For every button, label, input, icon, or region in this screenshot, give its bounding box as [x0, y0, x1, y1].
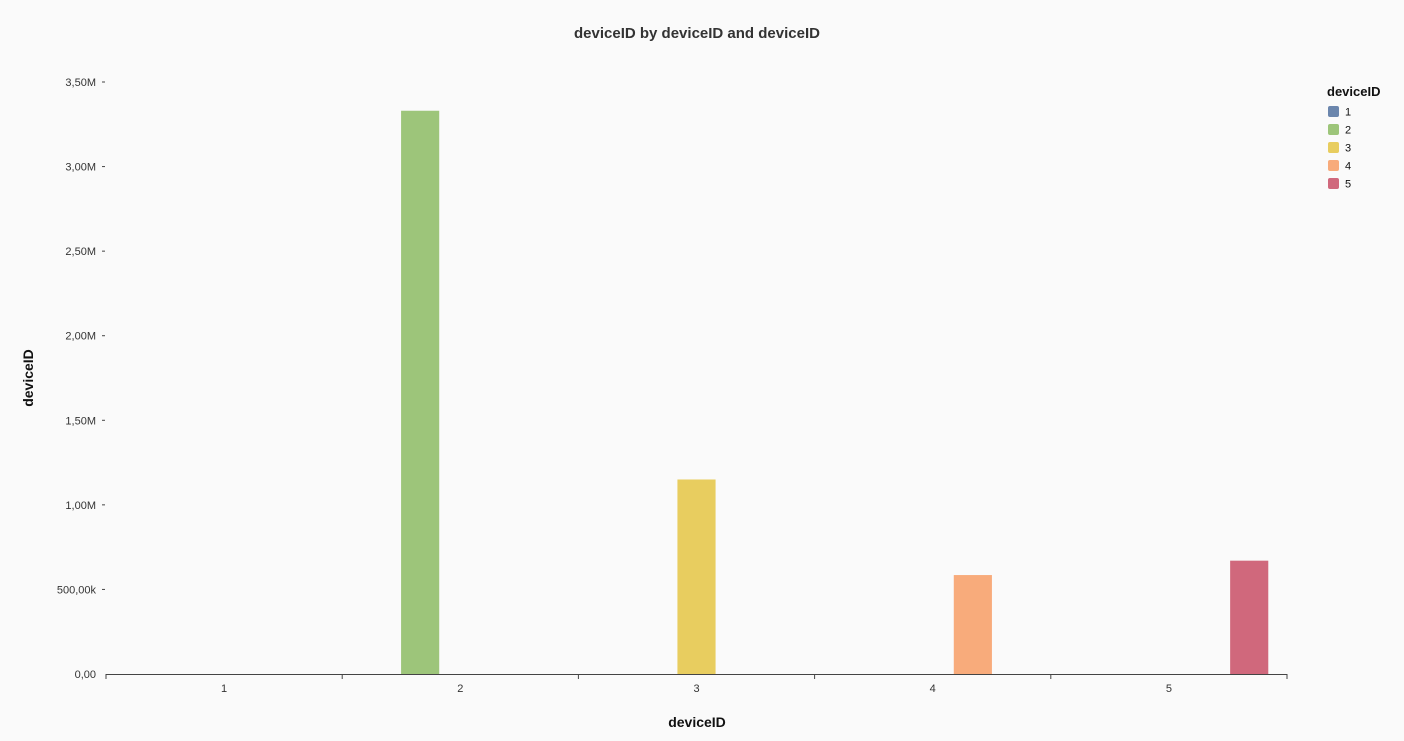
legend-swatch [1328, 124, 1339, 135]
x-tick-label: 5 [1166, 683, 1172, 695]
y-axis: 0,00 500,00k 1,00M 1,50M 2,00M 2,50M 3,00M 3,50… [57, 77, 105, 681]
x-tick-label: 4 [930, 683, 936, 695]
y-tick-label: 500,00k [57, 584, 97, 596]
legend-swatch [1328, 106, 1339, 117]
x-tick-label: 2 [457, 683, 463, 695]
legend-swatch [1328, 160, 1339, 171]
y-tick-label: 1,50M [65, 415, 96, 427]
legend: deviceID 1 2 3 4 5 [1327, 84, 1380, 191]
y-tick-label: 1,00M [65, 500, 96, 512]
y-tick-label: 2,00M [65, 331, 96, 343]
legend-swatch [1328, 178, 1339, 189]
legend-label: 4 [1345, 161, 1351, 173]
bar-3[interactable] [677, 479, 716, 674]
legend-label: 2 [1345, 125, 1351, 137]
bar-4[interactable] [953, 575, 992, 674]
legend-label: 1 [1345, 107, 1351, 119]
y-tick-label: 2,50M [65, 246, 96, 258]
y-axis-label: deviceID [20, 349, 36, 407]
y-tick-label: 0,00 [75, 669, 96, 681]
x-axis: 1 2 3 4 5 [105, 674, 1288, 695]
bar-2[interactable] [401, 110, 440, 675]
y-tick-label: 3,50M [65, 77, 96, 89]
chart-title: deviceID by deviceID and deviceID [574, 25, 820, 42]
bars [401, 110, 1269, 675]
x-tick-label: 1 [221, 683, 227, 695]
legend-swatch [1328, 142, 1339, 153]
legend-label: 3 [1345, 143, 1351, 155]
legend-label: 5 [1345, 179, 1351, 191]
x-tick-label: 3 [693, 683, 699, 695]
legend-title: deviceID [1327, 84, 1380, 99]
bar-5[interactable] [1230, 560, 1269, 674]
y-tick-label: 3,00M [65, 162, 96, 174]
x-axis-label: deviceID [668, 714, 726, 730]
